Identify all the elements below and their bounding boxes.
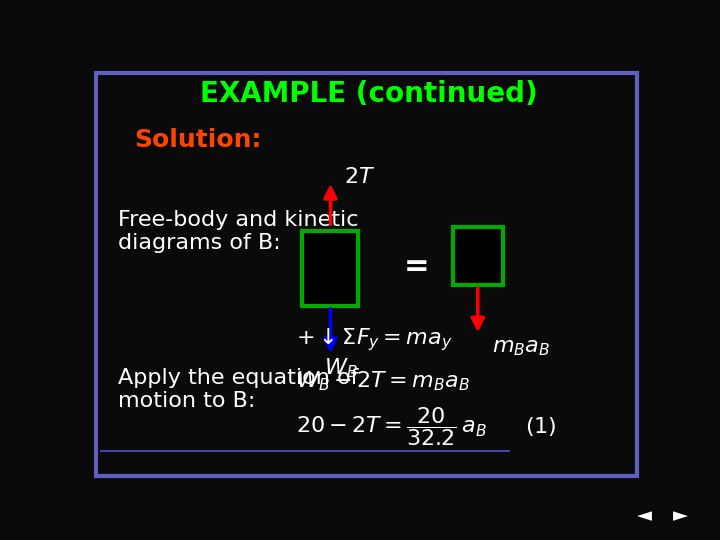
Bar <box>302 231 358 306</box>
Text: $m_B a_B$: $m_B a_B$ <box>492 338 550 357</box>
Text: =: = <box>404 252 429 281</box>
Text: Free-body and kinetic
diagrams of B:: Free-body and kinetic diagrams of B: <box>118 210 359 253</box>
Text: Solution:: Solution: <box>135 127 262 152</box>
Text: $W_B - 2T = m_B a_B$: $W_B - 2T = m_B a_B$ <box>297 369 470 393</box>
Text: EXAMPLE (continued): EXAMPLE (continued) <box>200 80 538 108</box>
Text: $2T$: $2T$ <box>344 167 375 187</box>
Text: $(1)$: $(1)$ <box>526 415 557 438</box>
Text: ►: ► <box>673 506 688 525</box>
Text: Apply the equation of
motion to B:: Apply the equation of motion to B: <box>118 368 359 411</box>
Text: $W_B$: $W_B$ <box>324 356 358 380</box>
Text: $20 - 2T = \dfrac{20}{32.2}\, a_B$: $20 - 2T = \dfrac{20}{32.2}\, a_B$ <box>297 405 487 448</box>
Text: ◄: ◄ <box>637 506 652 525</box>
Text: $+\downarrow\Sigma F_y = ma_y$: $+\downarrow\Sigma F_y = ma_y$ <box>297 325 453 353</box>
Bar <box>453 227 503 285</box>
